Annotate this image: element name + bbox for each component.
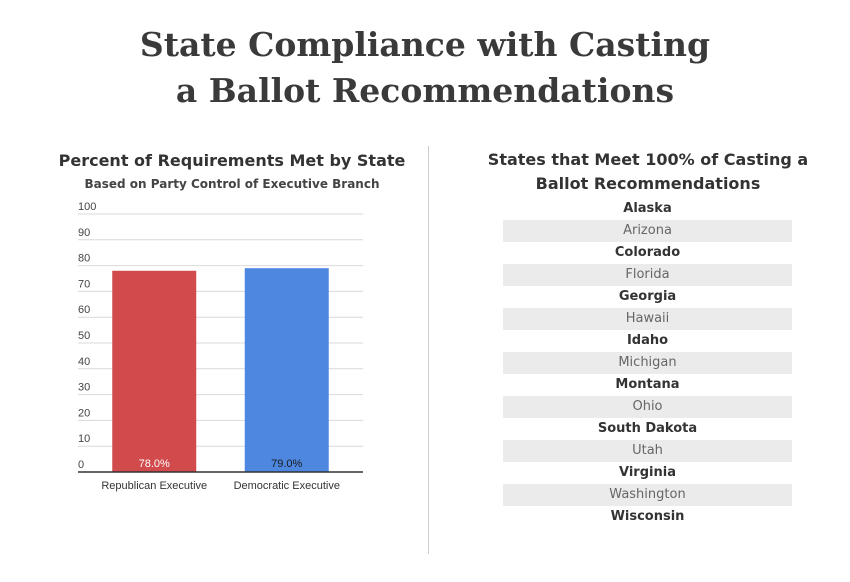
state-item: Arizona (503, 220, 792, 242)
state-item: Virginia (503, 462, 792, 484)
bar-democratic (244, 268, 329, 472)
state-item: Montana (503, 374, 792, 396)
y-tick-label: 70 (78, 278, 90, 290)
y-tick-label: 100 (78, 201, 96, 213)
y-tick-label: 10 (78, 433, 90, 445)
state-item: Hawaii (503, 308, 792, 330)
panel-divider (428, 146, 429, 554)
state-item: Michigan (503, 352, 792, 374)
state-item: Alaska (503, 198, 792, 220)
bar-value-label: 78.0% (139, 458, 170, 470)
y-tick-label: 30 (78, 382, 90, 394)
state-item: Colorado (503, 242, 792, 264)
states-list-title: States that Meet 100% of Casting a Ballo… (487, 150, 809, 193)
x-axis-ticks: Republican Executive Democratic Executive (101, 480, 340, 492)
chart-title: Percent of Requirements Met by State (58, 151, 406, 170)
y-tick-label: 20 (78, 407, 90, 419)
state-item: South Dakota (503, 418, 792, 440)
main-title: State Compliance with Casting a Ballot R… (0, 22, 850, 114)
x-tick-label: Republican Executive (101, 480, 207, 492)
y-tick-label: 0 (78, 459, 84, 471)
y-tick-label: 90 (78, 227, 90, 239)
state-item: Florida (503, 264, 792, 286)
bar-republican (112, 270, 197, 472)
y-tick-label: 80 (78, 253, 90, 265)
state-item: Idaho (503, 330, 792, 352)
bar-chart: 0 10 20 30 40 50 60 70 80 90 100 78.0% 79.0% Republ… (78, 201, 363, 492)
main-title-line-1: State Compliance with Casting (139, 25, 711, 64)
main-title-line-2: a Ballot Recommendations (175, 71, 675, 110)
y-axis-ticks: 0 10 20 30 40 50 60 70 80 90 100 (78, 201, 96, 471)
y-tick-label: 40 (78, 356, 90, 368)
states-list: Alaska Arizona Colorado Florida Georgia Hawai… (503, 198, 792, 528)
state-item: Wisconsin (503, 506, 792, 528)
state-item: Washington (503, 484, 792, 506)
y-tick-label: 50 (78, 330, 90, 342)
state-item: Utah (503, 440, 792, 462)
y-tick-label: 60 (78, 304, 90, 316)
bars (112, 268, 329, 472)
state-item: Ohio (503, 396, 792, 418)
chart-subtitle: Based on Party Control of Executive Bran… (84, 177, 380, 191)
x-tick-label: Democratic Executive (234, 480, 340, 492)
bar-value-label: 79.0% (271, 458, 302, 470)
bar-value-labels: 78.0% 79.0% (139, 458, 303, 470)
state-item: Georgia (503, 286, 792, 308)
